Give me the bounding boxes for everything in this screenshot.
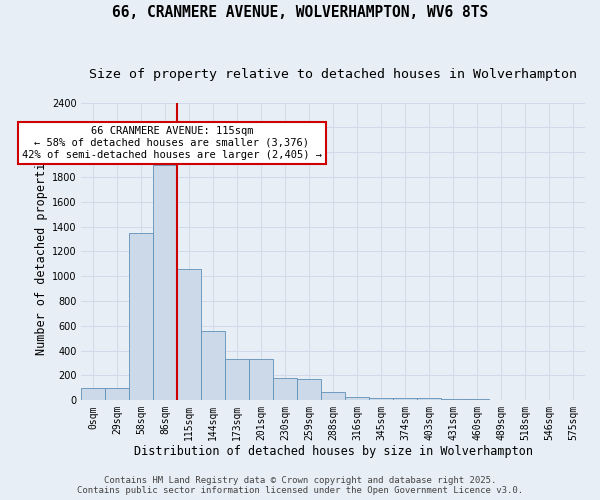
Bar: [393, 398, 417, 400]
Bar: [465, 399, 489, 400]
Title: Size of property relative to detached houses in Wolverhampton: Size of property relative to detached ho…: [89, 68, 577, 80]
Text: Contains HM Land Registry data © Crown copyright and database right 2025.
Contai: Contains HM Land Registry data © Crown c…: [77, 476, 523, 495]
Bar: [273, 378, 297, 400]
Bar: [321, 392, 345, 400]
Bar: [82, 388, 105, 400]
Bar: [225, 360, 249, 400]
Bar: [417, 398, 441, 400]
Y-axis label: Number of detached properties: Number of detached properties: [35, 148, 47, 354]
Bar: [297, 379, 321, 400]
Bar: [345, 396, 369, 400]
Text: 66, CRANMERE AVENUE, WOLVERHAMPTON, WV6 8TS: 66, CRANMERE AVENUE, WOLVERHAMPTON, WV6 …: [112, 5, 488, 20]
Bar: [249, 360, 273, 400]
Bar: [105, 388, 129, 400]
Bar: [153, 164, 177, 400]
Bar: [129, 233, 153, 400]
Bar: [369, 398, 393, 400]
Text: 66 CRANMERE AVENUE: 115sqm
← 58% of detached houses are smaller (3,376)
42% of s: 66 CRANMERE AVENUE: 115sqm ← 58% of deta…: [22, 126, 322, 160]
X-axis label: Distribution of detached houses by size in Wolverhampton: Distribution of detached houses by size …: [134, 444, 533, 458]
Bar: [201, 331, 225, 400]
Bar: [177, 268, 201, 400]
Bar: [441, 399, 465, 400]
